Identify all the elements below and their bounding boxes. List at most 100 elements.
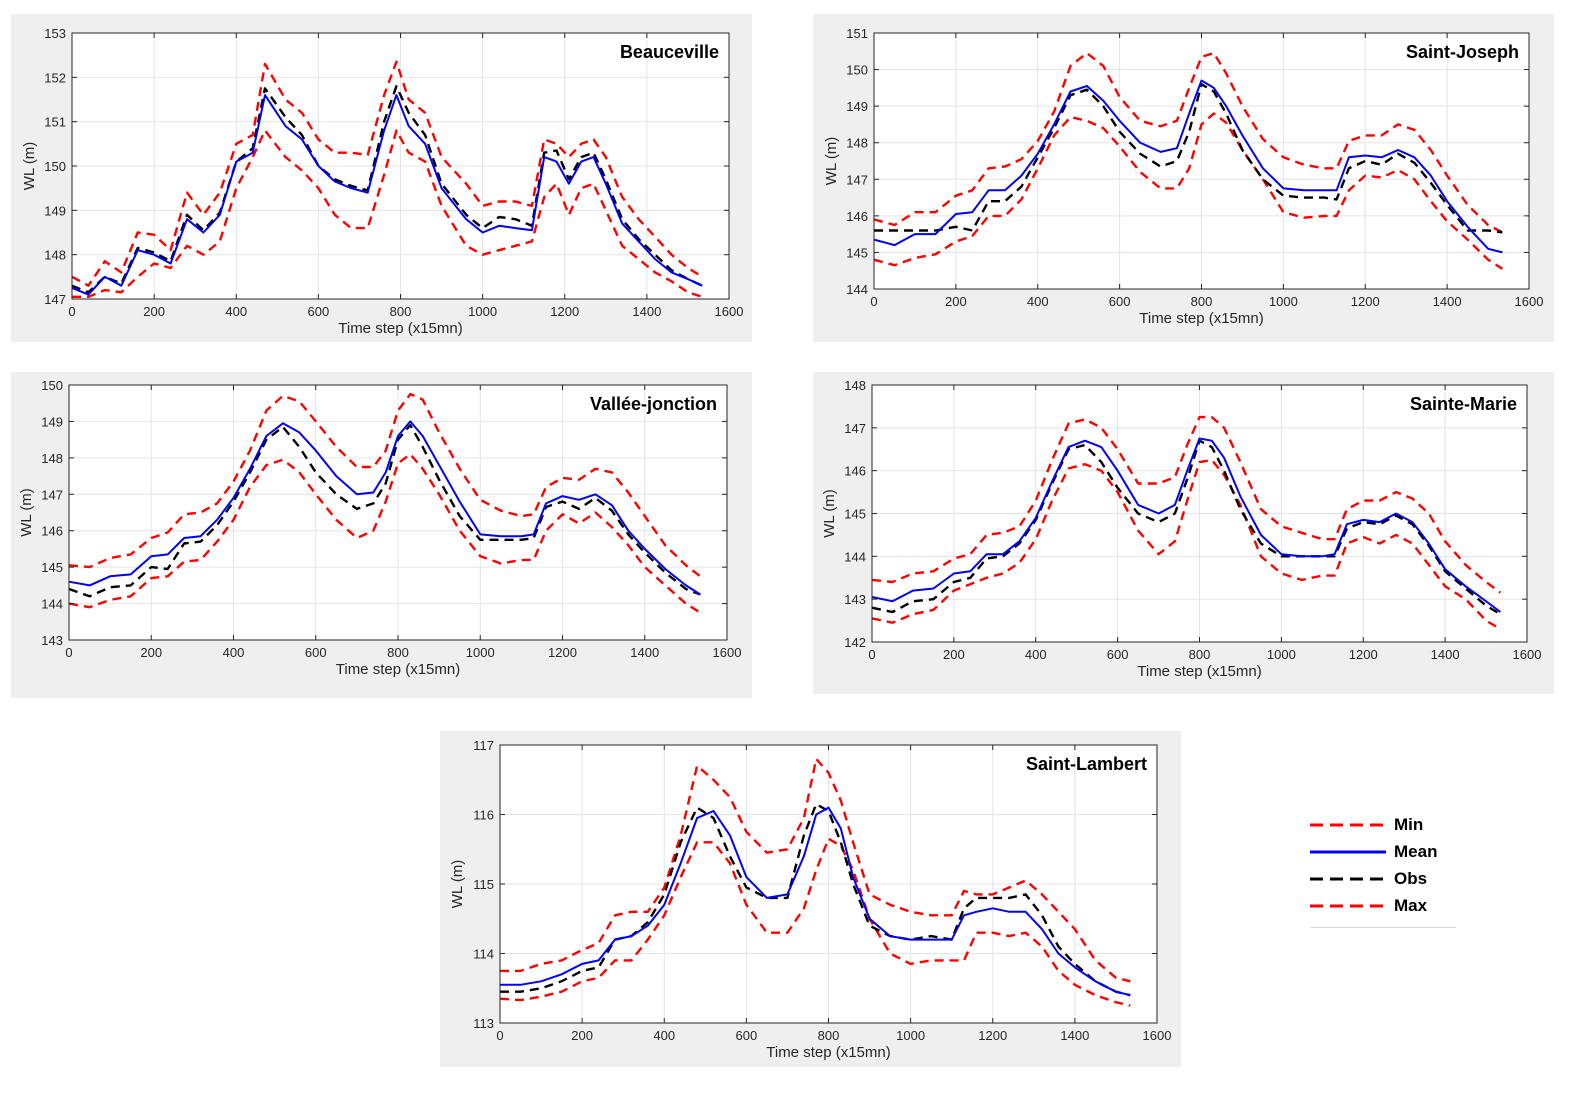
x-tick-label: 400 bbox=[653, 1028, 675, 1043]
y-tick-label: 148 bbox=[844, 378, 866, 393]
station-title-vallee-jonction: Vallée-jonction bbox=[590, 394, 717, 414]
x-tick-label: 600 bbox=[305, 645, 327, 660]
x-tick-label: 0 bbox=[68, 304, 75, 319]
x-tick-label: 1200 bbox=[1351, 294, 1380, 309]
x-axis-label: Time step (x15mn) bbox=[766, 1044, 890, 1061]
y-tick-label: 142 bbox=[844, 635, 866, 650]
x-tick-label: 400 bbox=[1027, 294, 1049, 309]
series-line-max bbox=[873, 51, 1503, 234]
series-line-mean bbox=[500, 806, 1131, 997]
y-tick-label: 150 bbox=[846, 63, 868, 78]
series-line-min bbox=[68, 452, 701, 614]
series-line-mean bbox=[68, 420, 701, 596]
y-tick-label: 146 bbox=[844, 464, 866, 479]
y-tick-label: 143 bbox=[844, 592, 866, 607]
y-tick-label: 117 bbox=[473, 738, 494, 753]
x-tick-label: 1600 bbox=[715, 304, 744, 319]
y-tick-label: 143 bbox=[41, 633, 63, 648]
x-tick-label: 1400 bbox=[1433, 294, 1462, 309]
x-tick-label: 1200 bbox=[1349, 647, 1378, 662]
legend-item-min: Min bbox=[1308, 812, 1458, 838]
x-axis-label: Time step (x15mn) bbox=[1137, 663, 1261, 680]
legend-label-max: Max bbox=[1394, 896, 1428, 915]
chart-saint-lambert: 0 200 400 600 800 1000 1200 1400 1600 113 114 115 11… bbox=[449, 738, 1172, 1061]
legend-label-mean: Mean bbox=[1394, 842, 1438, 861]
y-tick-label: 150 bbox=[44, 159, 66, 174]
y-tick-label: 146 bbox=[846, 209, 868, 224]
y-tick-label: 114 bbox=[473, 947, 494, 962]
x-tick-label: 0 bbox=[65, 645, 72, 660]
series-line-max bbox=[68, 392, 702, 578]
x-tick-label: 0 bbox=[868, 647, 875, 662]
chart-panel-saint-lambert: 0 200 400 600 800 1000 1200 1400 1600 113 114 115 11… bbox=[440, 731, 1181, 1067]
legend-label-obs: Obs bbox=[1394, 869, 1428, 888]
chart-sainte-marie: 0 200 400 600 800 1000 1200 1400 1600 142 143 144 14… bbox=[821, 378, 1542, 680]
x-tick-label: 200 bbox=[140, 645, 162, 660]
x-tick-label: 800 bbox=[387, 645, 409, 660]
x-tick-label: 1000 bbox=[466, 645, 495, 660]
x-tick-label: 600 bbox=[1109, 294, 1131, 309]
y-tick-label: 113 bbox=[473, 1016, 494, 1031]
chart-panel-saint-joseph: 0 200 400 600 800 1000 1200 1400 1600 144 145 146 14… bbox=[813, 14, 1554, 342]
station-title-beauceville: Beauceville bbox=[620, 42, 719, 62]
x-tick-label: 1600 bbox=[713, 645, 742, 660]
legend-swatch-mean bbox=[1310, 850, 1386, 854]
legend: Min Mean Obs Max bbox=[1308, 812, 1458, 932]
x-tick-label: 1000 bbox=[1269, 294, 1298, 309]
x-tick-label: 1000 bbox=[468, 304, 497, 319]
x-tick-label: 1400 bbox=[1431, 647, 1460, 662]
station-title-saint-lambert: Saint-Lambert bbox=[1026, 754, 1147, 774]
y-tick-label: 145 bbox=[41, 560, 63, 575]
x-axis-label: Time step (x15mn) bbox=[1139, 310, 1263, 327]
x-tick-label: 1200 bbox=[548, 645, 577, 660]
series-line-mean bbox=[873, 79, 1503, 254]
chart-panel-vallee-jonction: 0 200 400 600 800 1000 1200 1400 1600 143 144 145 14… bbox=[11, 372, 752, 698]
x-tick-label: 600 bbox=[1107, 647, 1129, 662]
x-tick-label: 800 bbox=[1191, 294, 1213, 309]
y-tick-label: 115 bbox=[473, 877, 494, 892]
legend-item-mean: Mean bbox=[1308, 839, 1458, 865]
y-axis-label: WL (m) bbox=[821, 489, 838, 538]
x-tick-label: 1000 bbox=[1267, 647, 1296, 662]
series-line-obs bbox=[874, 82, 1503, 234]
y-tick-label: 147 bbox=[44, 292, 66, 307]
y-tick-label: 152 bbox=[44, 70, 66, 85]
chart-panel-sainte-marie: 0 200 400 600 800 1000 1200 1400 1600 142 143 144 14… bbox=[813, 372, 1554, 694]
y-tick-label: 145 bbox=[844, 507, 866, 522]
x-tick-label: 1000 bbox=[896, 1028, 925, 1043]
y-tick-label: 151 bbox=[44, 115, 66, 130]
chart-panel-beauceville: 0 200 400 600 800 1000 1200 1400 1600 147 148 149 15… bbox=[11, 14, 752, 342]
x-tick-label: 1400 bbox=[632, 304, 661, 319]
x-tick-label: 200 bbox=[943, 647, 965, 662]
y-tick-label: 151 bbox=[846, 26, 868, 41]
x-tick-label: 1600 bbox=[1143, 1028, 1172, 1043]
series-line-mean bbox=[71, 94, 703, 296]
x-tick-label: 0 bbox=[496, 1028, 503, 1043]
legend-swatch-obs bbox=[1310, 877, 1386, 881]
x-tick-label: 800 bbox=[1189, 647, 1211, 662]
series-line-max bbox=[71, 60, 703, 287]
y-tick-label: 147 bbox=[846, 172, 868, 187]
x-tick-label: 0 bbox=[870, 294, 877, 309]
y-tick-label: 146 bbox=[41, 524, 63, 539]
x-tick-label: 1200 bbox=[978, 1028, 1007, 1043]
y-axis-label: WL (m) bbox=[18, 488, 35, 537]
series-line-mean bbox=[871, 437, 1501, 613]
y-tick-label: 144 bbox=[41, 597, 63, 612]
y-tick-label: 150 bbox=[41, 378, 63, 393]
series-line-min bbox=[72, 129, 703, 298]
chart-saint-joseph: 0 200 400 600 800 1000 1200 1400 1600 144 145 146 14… bbox=[823, 26, 1544, 327]
series-line-obs bbox=[871, 439, 1502, 616]
legend-label-min: Min bbox=[1394, 815, 1424, 834]
x-tick-label: 200 bbox=[945, 294, 967, 309]
series-line-min bbox=[871, 458, 1502, 631]
x-tick-label: 1200 bbox=[550, 304, 579, 319]
series-line-obs bbox=[71, 84, 703, 294]
y-tick-label: 147 bbox=[41, 487, 63, 502]
chart-beauceville: 0 200 400 600 800 1000 1200 1400 1600 147 148 149 15… bbox=[21, 26, 744, 337]
y-tick-label: 149 bbox=[846, 99, 868, 114]
x-tick-label: 1600 bbox=[1513, 647, 1542, 662]
x-tick-label: 200 bbox=[143, 304, 165, 319]
y-tick-label: 144 bbox=[846, 282, 868, 297]
x-tick-label: 1600 bbox=[1515, 294, 1544, 309]
